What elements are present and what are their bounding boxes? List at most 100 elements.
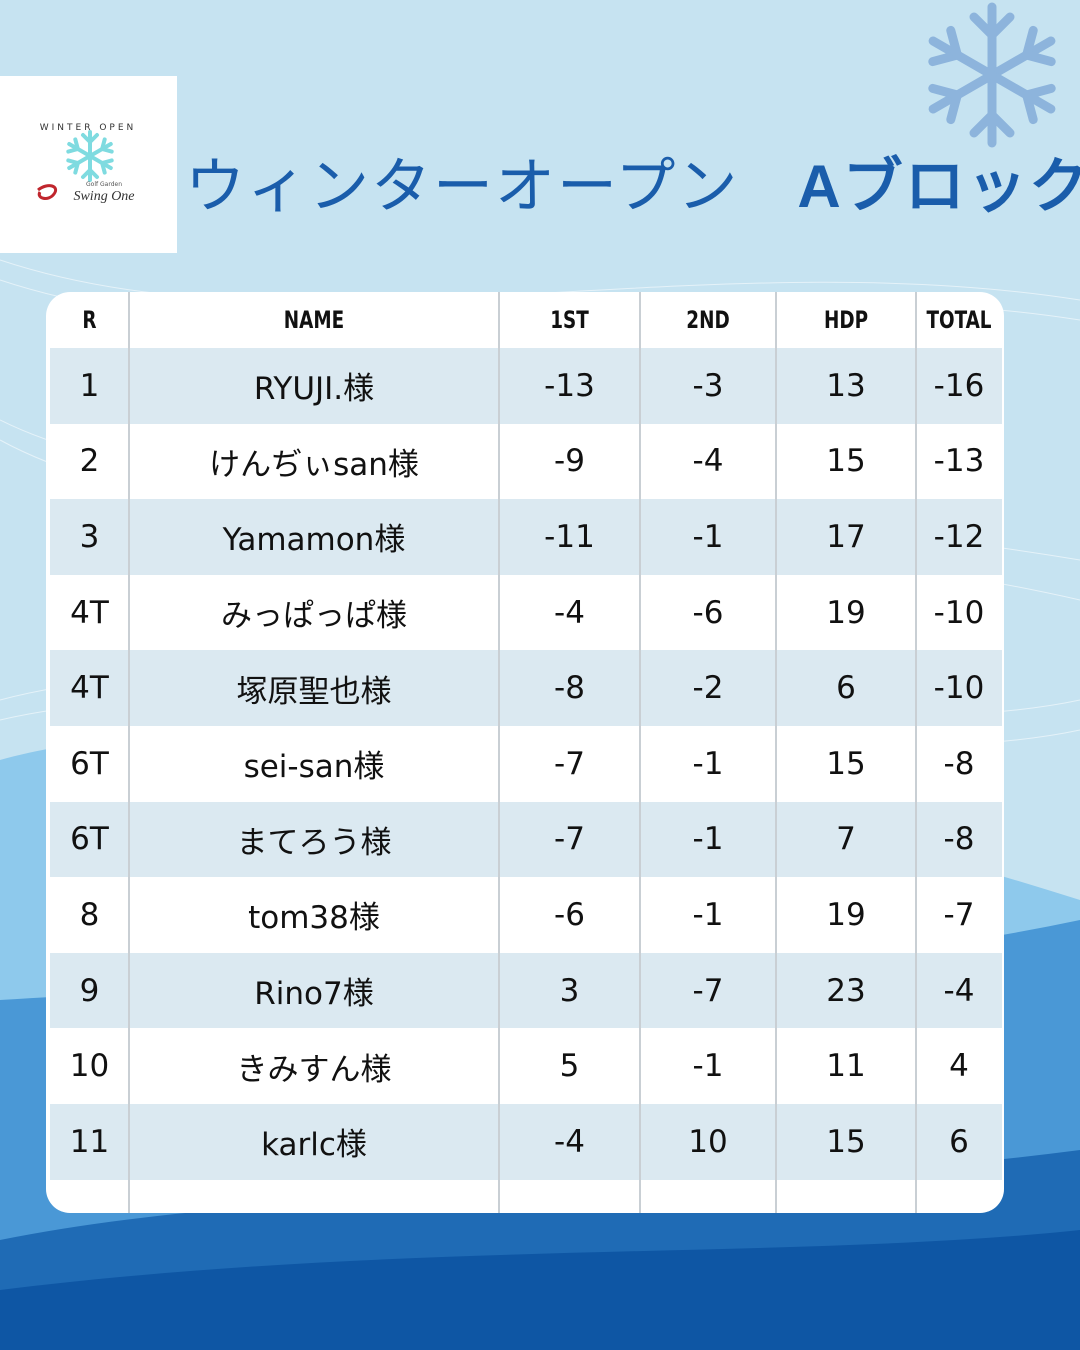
logo-subtitle: WINTER OPEN [40, 123, 137, 133]
cell: 6T [70, 821, 109, 858]
cell: 6T [70, 745, 109, 782]
cell: -16 [933, 367, 985, 404]
cell: -2 [692, 670, 724, 707]
table-row: 11 karlc様 -4 10 15 6 [50, 1104, 1002, 1180]
cell: -11 [544, 518, 595, 555]
cell: 3 [79, 518, 100, 555]
cell: 4T [70, 594, 109, 631]
column-divider [915, 292, 917, 1213]
cell: -8 [943, 821, 975, 858]
cell: -1 [692, 821, 724, 858]
cell: -3 [692, 367, 724, 404]
logo-art: WINTER OPEN Golf Garden Swing One [37, 123, 137, 204]
cell: -1 [692, 518, 724, 555]
cell: -7 [554, 821, 585, 858]
cell: -4 [943, 972, 975, 1009]
cell: -1 [692, 745, 724, 782]
cell: -4 [554, 594, 585, 631]
table-row: 2 けんぢぃsan様 -9 -4 15 -13 [50, 424, 1002, 500]
cell: -10 [933, 594, 985, 631]
cell: RYUJI.様 [253, 371, 375, 408]
table-row: 4T みっぱっぱ様 -4 -6 19 -10 [50, 575, 1002, 651]
cell: 15 [826, 1123, 866, 1160]
cell: 6 [949, 1123, 969, 1160]
cell: NAME [283, 306, 345, 334]
cell: 11 [69, 1123, 110, 1160]
cell: 1ST [550, 306, 589, 334]
title-block: Aブロック [797, 153, 1080, 220]
cell: 10 [69, 1048, 110, 1085]
cell: 17 [826, 518, 866, 555]
cell: 23 [826, 972, 866, 1009]
table-row: 4T 塚原聖也様 -8 -2 6 -10 [50, 650, 1002, 726]
cell: 15 [826, 443, 866, 480]
cell: tom38様 [248, 900, 380, 937]
cell: -6 [554, 896, 585, 933]
cell: -13 [544, 367, 595, 404]
cell: きみすん様 [236, 1051, 392, 1088]
cell: 13 [826, 367, 866, 404]
cell: 11 [826, 1048, 866, 1085]
cell: -6 [692, 594, 724, 631]
column-divider [775, 292, 777, 1213]
cell: -7 [692, 972, 724, 1009]
table-row: 6T まてろう様 -7 -1 7 -8 [50, 801, 1002, 878]
cell: -4 [692, 443, 724, 480]
table-row: 9 Rino7様 3 -7 23 -4 [50, 952, 1002, 1029]
title: ウィンターオープン Aブロック [185, 138, 1080, 225]
cell: TOTAL [926, 306, 992, 334]
cell: -7 [554, 745, 585, 782]
column-divider [128, 292, 130, 1213]
logo-brand: Swing One [73, 189, 134, 204]
table: R NAME 1ST 2ND HDP TOTAL 1 RYUJI.様 -13 -3 13 -16 2 けん… [46, 292, 1004, 1213]
table-row: 8 tom38様 -6 -1 19 -7 [50, 877, 1002, 953]
cell: 7 [836, 821, 856, 858]
cell: 10 [688, 1123, 728, 1160]
title-main: ウィンターオープン [185, 152, 740, 222]
cell: Rino7様 [254, 976, 374, 1013]
cell: 6 [836, 670, 856, 707]
cell: R [82, 306, 97, 334]
cell: 4T [70, 670, 109, 707]
cell: -1 [692, 1048, 724, 1085]
cell: -8 [554, 670, 585, 707]
logo-small: Golf Garden [86, 181, 122, 188]
cell: -8 [943, 745, 975, 782]
table-row: 3 Yamamon様 -11 -1 17 -12 [50, 499, 1002, 575]
logo: WINTER OPEN Golf Garden Swing One [0, 76, 177, 253]
cell: karlc様 [261, 1127, 367, 1164]
cell: 1 [79, 367, 100, 404]
cell: まてろう様 [236, 824, 392, 861]
cell: 塚原聖也様 [236, 673, 392, 710]
column-divider [498, 292, 500, 1213]
column-divider [639, 292, 641, 1213]
cell: みっぱっぱ様 [221, 598, 407, 635]
cell: -10 [933, 670, 985, 707]
cell: -1 [692, 896, 724, 933]
cell: -13 [933, 443, 985, 480]
cell: -9 [554, 443, 585, 480]
cell: -7 [943, 896, 975, 933]
cell: 2 [79, 443, 100, 480]
cell: 4 [949, 1048, 969, 1085]
cell: 8 [79, 896, 100, 933]
table-row: 6T sei-san様 -7 -1 15 -8 [50, 726, 1002, 802]
cell: HDP [823, 306, 869, 334]
cell: 19 [826, 594, 866, 631]
table-row: 1 RYUJI.様 -13 -3 13 -16 [50, 348, 1002, 424]
cell: Yamamon様 [222, 522, 406, 559]
cell: sei-san様 [243, 749, 385, 786]
cell: -12 [933, 518, 985, 555]
header-row: R NAME 1ST 2ND HDP TOTAL [50, 292, 1002, 348]
cell: 15 [826, 745, 866, 782]
cell: 2ND [686, 306, 730, 334]
table-row: 10 きみすん様 5 -1 11 4 [50, 1028, 1002, 1104]
cell: 19 [826, 896, 866, 933]
cell: 9 [79, 972, 100, 1009]
snowflake [924, 2, 1060, 143]
cell: -4 [554, 1123, 585, 1160]
cell: 3 [559, 972, 580, 1009]
cell: けんぢぃsan様 [209, 446, 419, 483]
cell: 5 [559, 1048, 580, 1085]
